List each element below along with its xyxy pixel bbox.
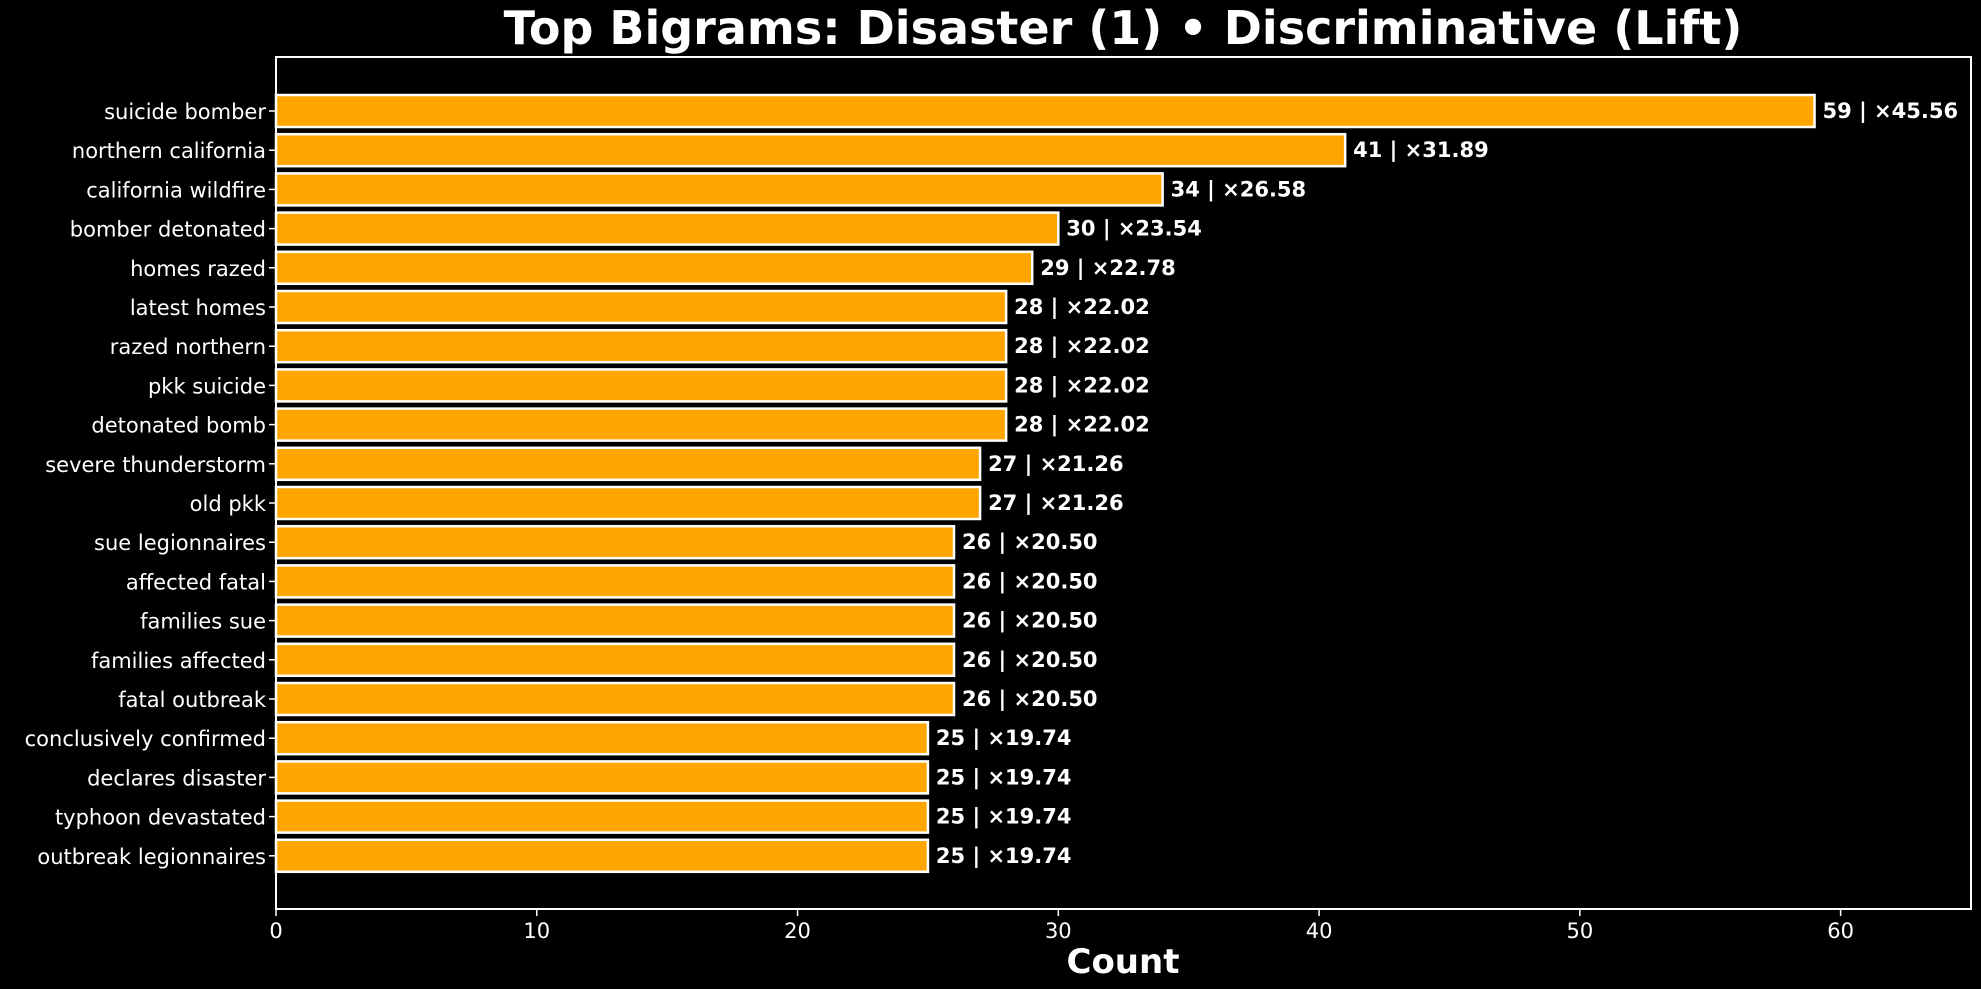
data-label-1: 41 | ×31.89 — [1353, 138, 1489, 163]
plot-frame — [275, 56, 1972, 910]
bar-0 — [274, 93, 1816, 129]
bar-5 — [274, 289, 1008, 325]
bar-16 — [274, 720, 930, 756]
x-tick-label-4: 40 — [1306, 919, 1333, 943]
data-label-15: 26 | ×20.50 — [962, 687, 1098, 712]
data-label-17: 25 | ×19.74 — [936, 765, 1072, 790]
bar-18 — [274, 799, 930, 834]
data-label-14: 26 | ×20.50 — [962, 648, 1098, 673]
data-label-8: 28 | ×22.02 — [1014, 413, 1150, 438]
x-tick-label-6: 60 — [1827, 919, 1854, 943]
category-label-6: razed northern — [110, 335, 266, 359]
category-label-11: sue legionnaires — [94, 531, 266, 555]
data-labels: 59 | ×45.56 41 | ×31.89 34 | ×26.58 30 | ×2… — [936, 99, 1958, 869]
x-tick-label-5: 50 — [1566, 919, 1593, 943]
bar-7 — [274, 368, 1008, 403]
data-label-12: 26 | ×20.50 — [962, 569, 1098, 594]
category-labels: suicide bomber northern california califor… — [25, 100, 276, 869]
category-label-16: conclusively confirmed — [25, 727, 266, 751]
category-label-8: detonated bomb — [91, 414, 266, 438]
data-label-9: 27 | ×21.26 — [988, 452, 1124, 477]
data-label-16: 25 | ×19.74 — [936, 726, 1072, 751]
data-label-6: 28 | ×22.02 — [1014, 334, 1150, 359]
x-tick-label-0: 0 — [269, 919, 282, 943]
bar-17 — [274, 760, 930, 795]
x-tick-label-1: 10 — [523, 919, 550, 943]
data-label-19: 25 | ×19.74 — [936, 844, 1072, 869]
bar-1 — [274, 132, 1347, 168]
x-tick-label-2: 20 — [784, 919, 811, 943]
category-label-4: homes razed — [130, 257, 266, 281]
bar-11 — [274, 524, 956, 560]
bar-14 — [274, 642, 956, 678]
bar-8 — [274, 407, 1008, 442]
x-axis: 0 10 20 30 40 50 60 — [269, 909, 1854, 943]
bar-13 — [274, 603, 956, 638]
category-label-3: bomber detonated — [70, 218, 266, 242]
bar-2 — [274, 172, 1164, 207]
data-label-0: 59 | ×45.56 — [1823, 99, 1959, 124]
bar-9 — [274, 446, 982, 482]
bar-10 — [274, 485, 982, 521]
bar-4 — [274, 250, 1034, 286]
category-label-1: northern california — [72, 139, 266, 163]
data-label-13: 26 | ×20.50 — [962, 609, 1098, 634]
chart-title: Top Bigrams: Disaster (1) • Discriminati… — [504, 1, 1743, 55]
category-label-0: suicide bomber — [104, 100, 266, 124]
category-label-7: pkk suicide — [148, 374, 266, 398]
category-label-19: outbreak legionnaires — [37, 845, 266, 869]
bars-layer — [274, 93, 1816, 874]
data-label-3: 30 | ×23.54 — [1066, 217, 1202, 242]
bar-19 — [274, 838, 930, 874]
category-label-5: latest homes — [130, 296, 266, 320]
data-label-11: 26 | ×20.50 — [962, 530, 1098, 555]
category-label-9: severe thunderstorm — [45, 453, 266, 477]
data-label-7: 28 | ×22.02 — [1014, 373, 1150, 398]
category-label-18: typhoon devastated — [55, 806, 266, 830]
data-label-2: 34 | ×26.58 — [1171, 177, 1307, 202]
bar-3 — [274, 211, 1060, 246]
data-label-4: 29 | ×22.78 — [1040, 256, 1176, 281]
data-label-5: 28 | ×22.02 — [1014, 295, 1150, 320]
bar-6 — [274, 328, 1008, 364]
category-label-12: affected fatal — [126, 570, 266, 594]
data-label-18: 25 | ×19.74 — [936, 805, 1072, 830]
category-label-13: families sue — [140, 610, 266, 634]
category-label-17: declares disaster — [87, 766, 266, 790]
category-label-14: families affected — [91, 649, 266, 673]
category-label-10: old pkk — [190, 492, 267, 516]
category-label-2: california wildfire — [86, 178, 266, 202]
category-label-15: fatal outbreak — [118, 688, 267, 712]
x-tick-label-3: 30 — [1045, 919, 1072, 943]
bar-15 — [274, 681, 956, 717]
bar-12 — [274, 564, 956, 599]
x-axis-label: Count — [1067, 942, 1180, 982]
data-label-10: 27 | ×21.26 — [988, 491, 1124, 516]
